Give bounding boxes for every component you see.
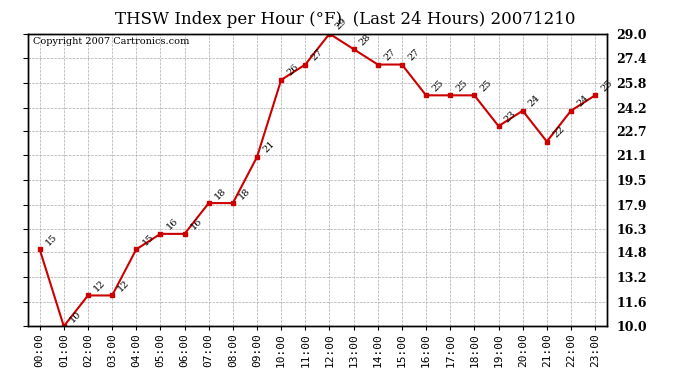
Text: 16: 16: [165, 217, 179, 232]
Text: 29: 29: [334, 16, 348, 32]
Text: 28: 28: [358, 32, 373, 47]
Text: 25: 25: [431, 78, 445, 93]
Text: 22: 22: [551, 124, 566, 140]
Text: 25: 25: [600, 78, 614, 93]
Text: 15: 15: [44, 232, 59, 247]
Text: 26: 26: [286, 63, 300, 78]
Text: 15: 15: [141, 232, 155, 247]
Text: 24: 24: [527, 93, 542, 108]
Text: 12: 12: [92, 278, 108, 293]
Text: 12: 12: [117, 278, 132, 293]
Text: THSW Index per Hour (°F)  (Last 24 Hours) 20071210: THSW Index per Hour (°F) (Last 24 Hours)…: [115, 11, 575, 28]
Text: 27: 27: [382, 47, 397, 62]
Text: 24: 24: [575, 93, 591, 108]
Text: 16: 16: [189, 217, 204, 232]
Text: 18: 18: [237, 186, 252, 201]
Text: 25: 25: [455, 78, 469, 93]
Text: 10: 10: [68, 309, 83, 324]
Text: 25: 25: [479, 78, 493, 93]
Text: 27: 27: [310, 47, 325, 62]
Text: 27: 27: [406, 47, 422, 62]
Text: 21: 21: [262, 140, 277, 155]
Text: 23: 23: [503, 109, 518, 124]
Text: 18: 18: [213, 186, 228, 201]
Text: Copyright 2007 Cartronics.com: Copyright 2007 Cartronics.com: [33, 37, 190, 46]
